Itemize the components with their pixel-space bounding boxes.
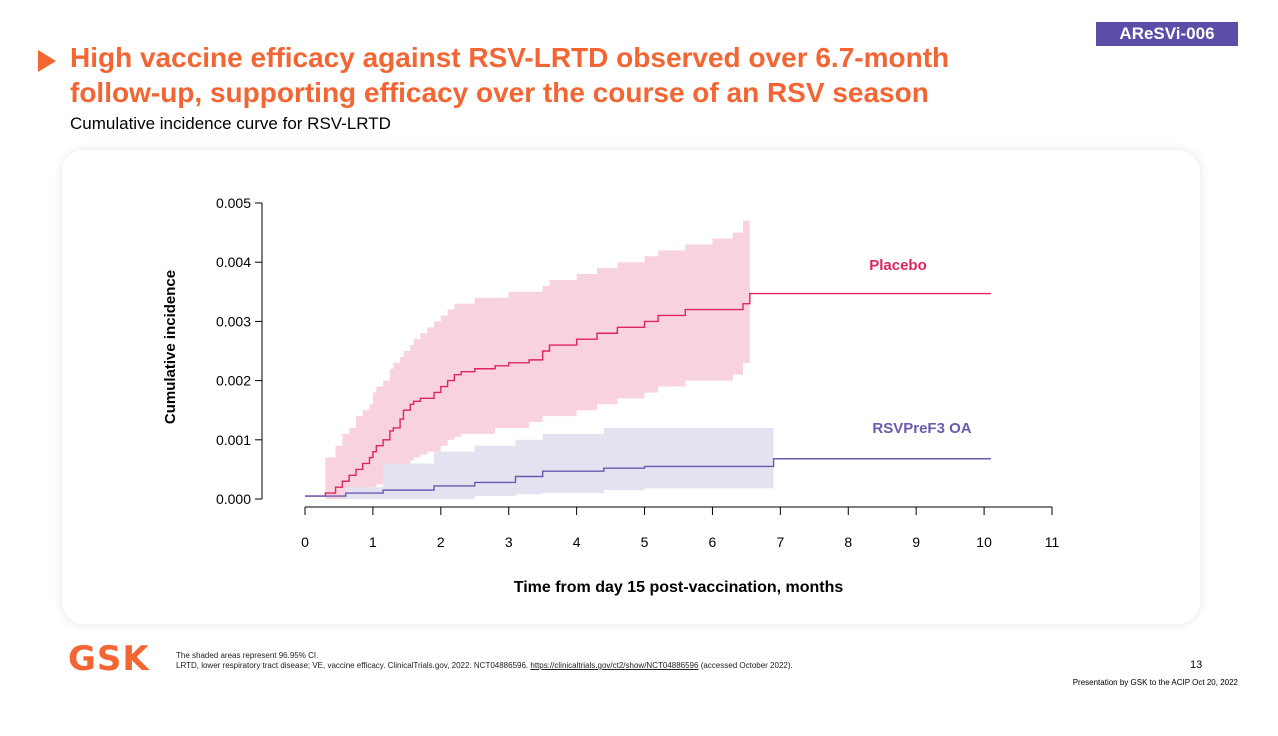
footnote-line-1: The shaded areas represent 96.95% CI. (176, 651, 319, 660)
gsk-logo: GSK (68, 639, 150, 679)
slide-title-line-1: High vaccine efficacy against RSV-LRTD o… (70, 42, 950, 73)
page-number: 13 (1190, 659, 1203, 671)
footnote-suffix: (accessed October 2022). (698, 661, 793, 670)
y-tick-label-4: 0.004 (216, 254, 251, 270)
x-tick-label-3: 3 (505, 534, 513, 550)
footnote-line-2: LRTD, lower respiratory tract disease; V… (176, 661, 793, 671)
x-tick-label-8: 8 (844, 534, 852, 550)
x-tick-label-2: 2 (437, 534, 445, 550)
footnote-text: LRTD, lower respiratory tract disease; V… (176, 661, 531, 670)
slide-title: High vaccine efficacy against RSV-LRTD o… (70, 40, 1070, 110)
y-tick-label-1: 0.001 (216, 432, 251, 448)
x-tick-label-9: 9 (912, 534, 920, 550)
y-axis-label: Cumulative incidence (162, 270, 179, 424)
slide-title-line-2: follow-up, supporting efficacy over the … (70, 77, 929, 108)
x-tick-label-4: 4 (573, 534, 581, 550)
x-tick-label-7: 7 (776, 534, 784, 550)
x-axis-label: Time from day 15 post-vaccination, month… (514, 579, 844, 596)
x-tick-label-10: 10 (976, 534, 992, 550)
title-arrow-icon (38, 50, 56, 72)
x-tick-label-5: 5 (641, 534, 649, 550)
ci-band-1 (305, 404, 774, 499)
series-line-0 (305, 292, 991, 497)
ci-band-0 (305, 208, 750, 500)
footnote: The shaded areas represent 96.95% CI. LR… (176, 651, 793, 671)
x-tick-label-1: 1 (369, 534, 377, 550)
y-tick-label-0: 0.000 (216, 491, 251, 507)
series-label-1: RSVPreF3 OA (872, 420, 971, 437)
x-tick-label-0: 0 (301, 534, 309, 550)
series-line-1 (305, 458, 991, 497)
series-label-0: Placebo (869, 257, 927, 274)
y-tick-label-3: 0.003 (216, 313, 251, 329)
x-tick-label-6: 6 (709, 534, 717, 550)
x-tick-label-11: 11 (1045, 534, 1060, 550)
slide-subtitle: Cumulative incidence curve for RSV-LRTD (70, 114, 391, 133)
y-tick-label-5: 0.005 (216, 195, 251, 211)
presentation-credit: Presentation by GSK to the ACIP Oct 20, … (1072, 678, 1238, 687)
clinicaltrials-link[interactable]: https://clinicaltrials.gov/ct2/show/NCT0… (530, 661, 699, 670)
y-tick-label-2: 0.002 (216, 373, 251, 389)
study-badge: AReSVi-006 (1096, 22, 1238, 46)
